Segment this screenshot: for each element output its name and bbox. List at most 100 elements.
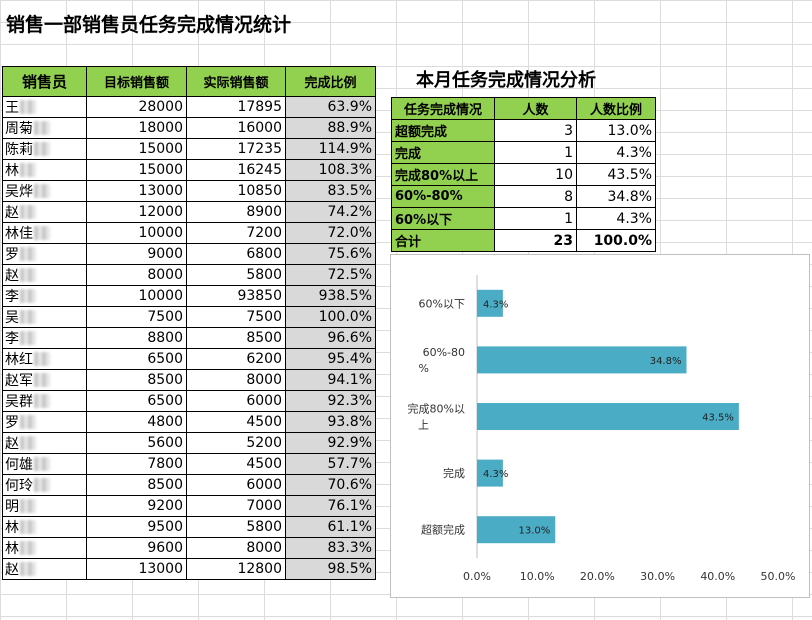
- summary-count[interactable]: 8: [494, 185, 577, 208]
- summary-count[interactable]: 1: [494, 207, 577, 230]
- cell-salesperson[interactable]: 赵: [2, 264, 87, 286]
- chart-bar[interactable]: [477, 346, 687, 374]
- cell-rate[interactable]: 96.6%: [285, 327, 376, 349]
- cell-target[interactable]: 7800: [86, 453, 187, 475]
- cell-target[interactable]: 12000: [86, 201, 187, 223]
- cell-rate[interactable]: 76.1%: [285, 495, 376, 517]
- summary-category[interactable]: 超额完成: [391, 119, 495, 142]
- cell-target[interactable]: 5600: [86, 432, 187, 454]
- cell-rate[interactable]: 88.9%: [285, 117, 376, 139]
- summary-count[interactable]: 10: [494, 163, 577, 186]
- completion-bar-chart[interactable]: 4.3% 60%以下 34.8% 60%-80% 43.5% 完成80%以上 4.3% 完成 1…: [390, 254, 810, 598]
- header-rate[interactable]: 完成比例: [285, 66, 376, 97]
- cell-actual[interactable]: 4500: [186, 411, 286, 433]
- cell-actual[interactable]: 10850: [186, 180, 286, 202]
- cell-rate[interactable]: 61.1%: [285, 516, 376, 538]
- chart-bar[interactable]: [477, 403, 739, 430]
- summary-count[interactable]: 1: [494, 141, 577, 164]
- cell-target[interactable]: 7500: [86, 306, 187, 328]
- cell-rate[interactable]: 63.9%: [285, 96, 376, 118]
- cell-actual[interactable]: 6000: [186, 474, 286, 496]
- header-salesperson[interactable]: 销售员: [2, 66, 87, 97]
- cell-target[interactable]: 6500: [86, 390, 187, 412]
- header-target[interactable]: 目标销售额: [86, 66, 187, 97]
- cell-actual[interactable]: 16245: [186, 159, 286, 181]
- cell-actual[interactable]: 7500: [186, 306, 286, 328]
- cell-rate[interactable]: 93.8%: [285, 411, 376, 433]
- cell-salesperson[interactable]: 李: [2, 327, 87, 349]
- summary-percent[interactable]: 13.0%: [576, 119, 656, 142]
- chart-bar[interactable]: [477, 516, 556, 544]
- header-percent[interactable]: 人数比例: [576, 97, 656, 120]
- cell-rate[interactable]: 95.4%: [285, 348, 376, 370]
- header-count[interactable]: 人数: [494, 97, 577, 120]
- cell-salesperson[interactable]: 周菊: [2, 117, 87, 139]
- cell-actual[interactable]: 93850: [186, 285, 286, 307]
- cell-salesperson[interactable]: 赵: [2, 558, 87, 580]
- summary-percent[interactable]: 4.3%: [576, 207, 656, 230]
- summary-count[interactable]: 3: [494, 119, 577, 142]
- summary-category[interactable]: 60%以下: [391, 207, 495, 230]
- cell-target[interactable]: 4800: [86, 411, 187, 433]
- cell-rate[interactable]: 75.6%: [285, 243, 376, 265]
- summary-percent[interactable]: 4.3%: [576, 141, 656, 164]
- summary-category[interactable]: 60%-80%: [391, 185, 495, 208]
- cell-rate[interactable]: 72.0%: [285, 222, 376, 244]
- total-label[interactable]: 合计: [391, 229, 495, 252]
- cell-actual[interactable]: 7200: [186, 222, 286, 244]
- cell-rate[interactable]: 74.2%: [285, 201, 376, 223]
- cell-actual[interactable]: 8500: [186, 327, 286, 349]
- cell-salesperson[interactable]: 林: [2, 516, 87, 538]
- cell-rate[interactable]: 83.3%: [285, 537, 376, 559]
- cell-actual[interactable]: 17235: [186, 138, 286, 160]
- cell-rate[interactable]: 114.9%: [285, 138, 376, 160]
- cell-rate[interactable]: 98.5%: [285, 558, 376, 580]
- header-actual[interactable]: 实际销售额: [186, 66, 286, 97]
- cell-rate[interactable]: 100.0%: [285, 306, 376, 328]
- cell-salesperson[interactable]: 王: [2, 96, 87, 118]
- cell-salesperson[interactable]: 罗: [2, 243, 87, 265]
- cell-salesperson[interactable]: 林佳: [2, 222, 87, 244]
- cell-target[interactable]: 9500: [86, 516, 187, 538]
- cell-salesperson[interactable]: 罗: [2, 411, 87, 433]
- cell-target[interactable]: 9600: [86, 537, 187, 559]
- cell-actual[interactable]: 5800: [186, 264, 286, 286]
- cell-rate[interactable]: 94.1%: [285, 369, 376, 391]
- cell-actual[interactable]: 6000: [186, 390, 286, 412]
- chart-bar[interactable]: [477, 459, 503, 487]
- cell-actual[interactable]: 8000: [186, 369, 286, 391]
- cell-target[interactable]: 13000: [86, 558, 187, 580]
- cell-target[interactable]: 13000: [86, 180, 187, 202]
- summary-percent[interactable]: 43.5%: [576, 163, 656, 186]
- cell-rate[interactable]: 92.9%: [285, 432, 376, 454]
- cell-target[interactable]: 15000: [86, 159, 187, 181]
- cell-rate[interactable]: 70.6%: [285, 474, 376, 496]
- cell-target[interactable]: 8800: [86, 327, 187, 349]
- cell-salesperson[interactable]: 李: [2, 285, 87, 307]
- total-percent[interactable]: 100.0%: [576, 229, 656, 252]
- cell-target[interactable]: 10000: [86, 222, 187, 244]
- cell-actual[interactable]: 6800: [186, 243, 286, 265]
- cell-target[interactable]: 6500: [86, 348, 187, 370]
- cell-salesperson[interactable]: 林: [2, 537, 87, 559]
- cell-target[interactable]: 15000: [86, 138, 187, 160]
- cell-target[interactable]: 28000: [86, 96, 187, 118]
- cell-target[interactable]: 18000: [86, 117, 187, 139]
- cell-salesperson[interactable]: 林红: [2, 348, 87, 370]
- summary-category[interactable]: 完成80%以上: [391, 163, 495, 186]
- cell-actual[interactable]: 8900: [186, 201, 286, 223]
- cell-salesperson[interactable]: 赵: [2, 201, 87, 223]
- chart-bar[interactable]: [477, 289, 503, 317]
- cell-salesperson[interactable]: 明: [2, 495, 87, 517]
- cell-salesperson[interactable]: 赵: [2, 432, 87, 454]
- cell-target[interactable]: 8000: [86, 264, 187, 286]
- cell-salesperson[interactable]: 陈莉: [2, 138, 87, 160]
- cell-salesperson[interactable]: 林: [2, 159, 87, 181]
- cell-salesperson[interactable]: 吴群: [2, 390, 87, 412]
- cell-target[interactable]: 9000: [86, 243, 187, 265]
- cell-target[interactable]: 10000: [86, 285, 187, 307]
- cell-rate[interactable]: 92.3%: [285, 390, 376, 412]
- total-count[interactable]: 23: [494, 229, 577, 252]
- cell-actual[interactable]: 5200: [186, 432, 286, 454]
- cell-actual[interactable]: 12800: [186, 558, 286, 580]
